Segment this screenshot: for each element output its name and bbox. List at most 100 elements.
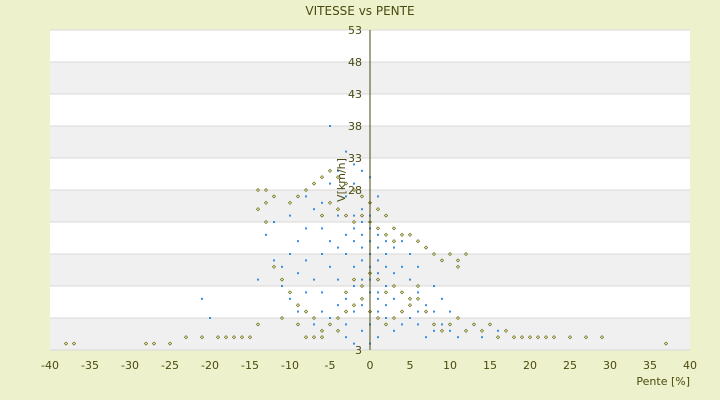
data-point xyxy=(313,323,315,326)
data-point xyxy=(263,200,269,205)
data-point xyxy=(401,240,403,243)
data-point xyxy=(297,310,299,313)
data-point xyxy=(329,125,331,127)
data-point xyxy=(353,182,355,185)
data-point xyxy=(433,285,435,287)
data-point xyxy=(417,310,419,313)
data-point xyxy=(393,272,395,275)
data-point xyxy=(215,335,221,340)
data-point xyxy=(337,214,339,217)
data-point xyxy=(431,322,437,327)
data-point xyxy=(353,240,355,243)
data-point xyxy=(297,240,299,243)
x-tick-label: 10 xyxy=(443,359,457,372)
data-point xyxy=(375,226,381,231)
data-point xyxy=(359,213,365,218)
data-point xyxy=(345,336,347,339)
data-point xyxy=(439,258,445,263)
data-point xyxy=(423,245,429,250)
data-point xyxy=(351,187,357,193)
data-point xyxy=(399,232,405,237)
data-point xyxy=(343,290,349,295)
data-point xyxy=(289,214,291,217)
data-point xyxy=(449,329,451,332)
data-point xyxy=(455,258,461,263)
data-point xyxy=(431,251,437,257)
x-axis-label: Pente [%] xyxy=(636,375,690,388)
data-point xyxy=(351,219,357,225)
data-point xyxy=(415,239,421,244)
x-tick-label: 35 xyxy=(643,359,657,372)
data-point xyxy=(361,304,363,307)
plot-area: 3 28 33 38 43 48 53 -40 -35 -30 -25 -20 -15 -10 -5 0 5 10… xyxy=(41,24,697,372)
data-point xyxy=(377,272,379,275)
data-point xyxy=(305,291,307,294)
x-tick-label: 40 xyxy=(683,359,697,372)
data-point xyxy=(511,335,517,340)
data-point xyxy=(279,315,285,321)
data-point xyxy=(463,328,469,333)
x-tick-label: 15 xyxy=(483,359,497,372)
data-point xyxy=(383,213,389,218)
data-point xyxy=(183,335,189,340)
data-point xyxy=(455,264,461,269)
data-point xyxy=(417,323,419,326)
data-point xyxy=(375,277,381,282)
data-point xyxy=(383,232,389,237)
x-tick-label: -15 xyxy=(241,359,259,372)
data-point xyxy=(417,265,419,268)
x-tick-label: -20 xyxy=(201,359,219,372)
data-point xyxy=(359,296,365,301)
data-point xyxy=(353,310,355,313)
data-point xyxy=(503,328,509,333)
data-point xyxy=(401,265,403,268)
chart-title: VITESSE vs PENTE xyxy=(305,4,414,18)
y-tick-label: 28 xyxy=(348,184,362,197)
data-point xyxy=(385,285,387,287)
y-axis-label: V[km/h] xyxy=(335,158,348,202)
data-point xyxy=(375,207,381,212)
data-point xyxy=(361,246,363,249)
data-point xyxy=(313,278,315,281)
data-point xyxy=(223,335,229,340)
data-point xyxy=(385,240,387,243)
data-point xyxy=(415,296,421,301)
data-point xyxy=(447,251,453,257)
data-point xyxy=(321,227,323,230)
data-point xyxy=(407,296,413,301)
data-point xyxy=(663,341,669,346)
data-point xyxy=(319,175,325,180)
data-point xyxy=(353,285,355,287)
data-point xyxy=(393,246,395,249)
data-point xyxy=(359,283,365,289)
data-point xyxy=(353,214,355,217)
data-point xyxy=(313,208,315,211)
data-point xyxy=(359,194,365,199)
data-point xyxy=(377,195,379,198)
data-point xyxy=(433,310,435,313)
data-point xyxy=(345,233,347,236)
data-point xyxy=(255,322,261,327)
y-tick-label: 3 xyxy=(355,344,362,357)
data-point xyxy=(351,303,357,308)
x-tick-label: 20 xyxy=(523,359,537,372)
data-point xyxy=(377,246,379,249)
data-point xyxy=(361,221,363,223)
data-point xyxy=(345,297,347,300)
data-point xyxy=(377,310,379,313)
data-point xyxy=(599,335,605,340)
data-point xyxy=(399,309,405,314)
data-point xyxy=(409,317,411,319)
data-point xyxy=(255,187,261,193)
data-point xyxy=(271,264,277,269)
data-point xyxy=(209,317,211,319)
data-point xyxy=(361,169,363,172)
data-point xyxy=(303,187,309,193)
data-point xyxy=(329,265,331,268)
data-point xyxy=(385,317,387,319)
data-point xyxy=(481,336,483,339)
data-point xyxy=(295,303,301,308)
data-point xyxy=(377,297,379,300)
data-point xyxy=(343,181,349,186)
